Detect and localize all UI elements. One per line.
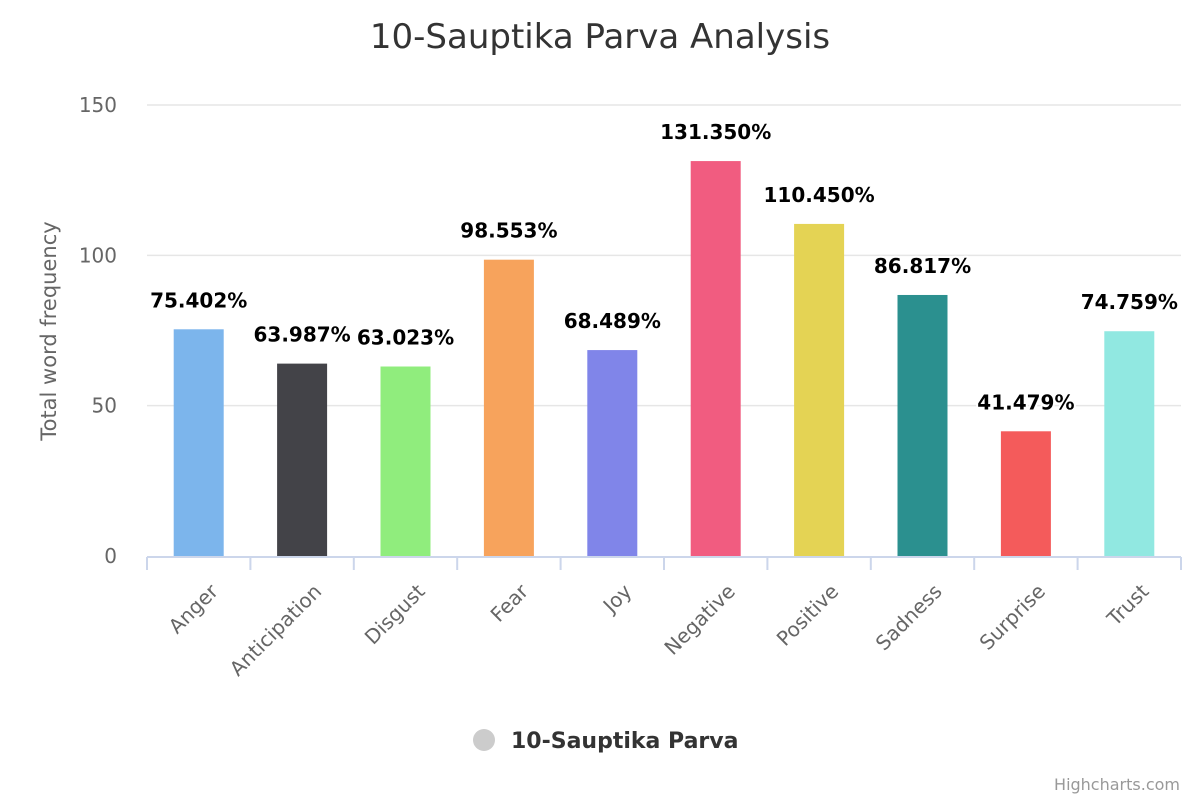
y-tick-label: 0: [104, 544, 117, 568]
data-label: 98.553%: [460, 219, 557, 243]
data-label: 110.450%: [764, 183, 875, 207]
data-label: 68.489%: [564, 309, 661, 333]
legend-item[interactable]: 10-Sauptika Parva: [473, 729, 738, 754]
bar-anger[interactable]: [173, 329, 224, 556]
x-tick-label: Sadness: [871, 579, 947, 655]
bar-fear[interactable]: [483, 259, 534, 556]
legend-symbol-icon: [473, 729, 495, 751]
data-label: 41.479%: [977, 390, 1074, 414]
x-tick-label: Surprise: [975, 579, 1051, 655]
x-tick-label: Joy: [597, 579, 637, 619]
y-tick-label: 150: [79, 93, 117, 117]
grid-lines: [147, 104, 1181, 407]
bar-surprise[interactable]: [1000, 431, 1051, 556]
bar-disgust[interactable]: [380, 366, 431, 556]
data-label: 74.759%: [1081, 290, 1178, 314]
data-labels: 75.402%63.987% 63.023% 98.553% 68.489% 131.3…: [148, 118, 1180, 416]
y-tick-label: 50: [92, 394, 117, 418]
x-tick-label: Trust: [1102, 579, 1154, 631]
data-label: 63.987%: [253, 323, 350, 347]
x-axis-ticks: [146, 557, 1182, 570]
y-tick-label: 100: [79, 243, 117, 267]
chart-title: 10-Sauptika Parva Analysis: [370, 17, 830, 57]
x-tick-label: Disgust: [360, 579, 430, 649]
x-tick-label: Anger: [164, 579, 224, 639]
x-tick-label: Positive: [772, 579, 843, 650]
x-axis-labels: Anger Anticipation Disgust Fear Joy Negative P…: [164, 579, 1154, 681]
x-tick-label: Anticipation: [225, 579, 327, 681]
data-label: 75.402%: [150, 288, 247, 312]
x-tick-label: Negative: [659, 579, 739, 659]
bars: [173, 161, 1155, 556]
y-axis-ticks: 0 50 100 150: [79, 93, 117, 568]
bar-joy[interactable]: [587, 350, 638, 556]
bar-trust[interactable]: [1104, 331, 1155, 556]
y-axis-title: Total word frequency: [37, 221, 61, 441]
x-tick-label: Fear: [486, 579, 534, 627]
data-label: 131.350%: [660, 120, 771, 144]
data-label: 63.023%: [357, 326, 454, 350]
bar-anticipation[interactable]: [277, 363, 328, 556]
credits-link[interactable]: Highcharts.com: [1054, 775, 1180, 794]
data-label: 86.817%: [874, 254, 971, 278]
bar-negative[interactable]: [690, 161, 741, 556]
bar-positive[interactable]: [794, 223, 845, 556]
legend-label: 10-Sauptika Parva: [511, 729, 738, 754]
bar-sadness[interactable]: [897, 294, 948, 556]
